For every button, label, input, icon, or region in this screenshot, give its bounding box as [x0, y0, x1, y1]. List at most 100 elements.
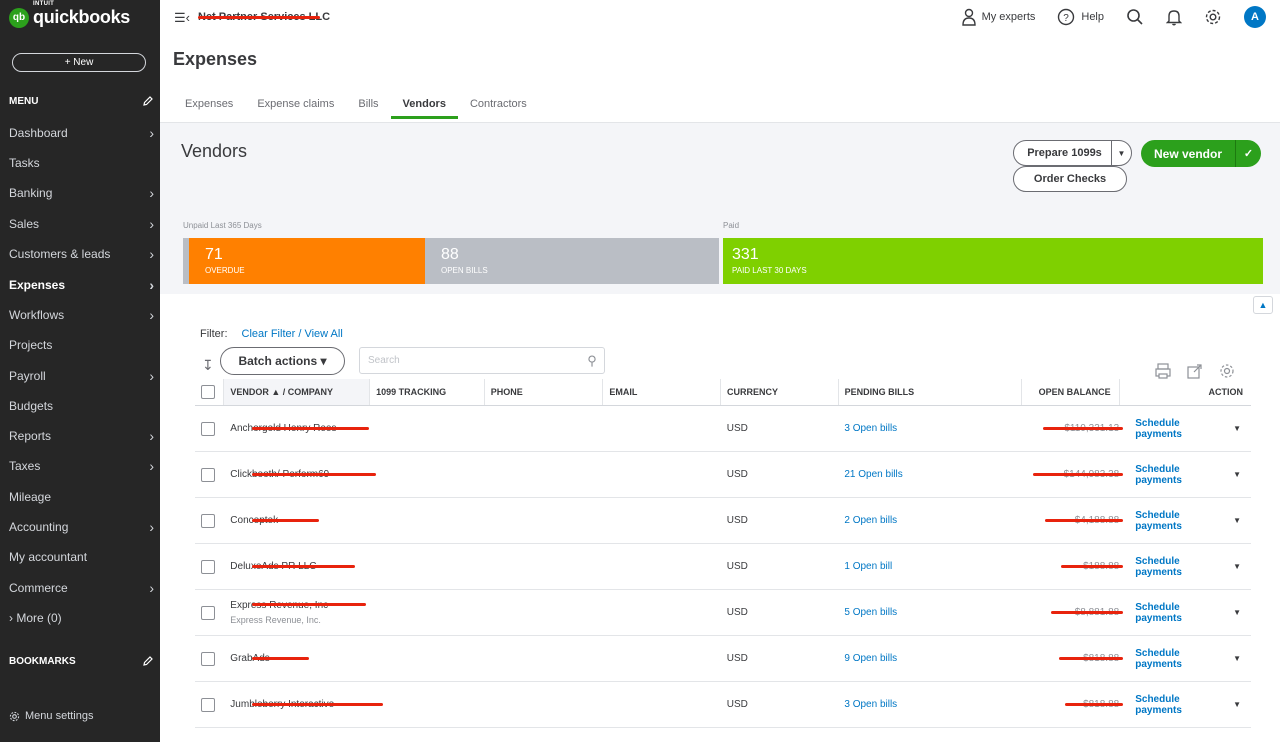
sidebar-item-taxes[interactable]: Taxes ›	[9, 456, 154, 476]
action-dropdown-icon[interactable]: ▼	[1233, 516, 1241, 525]
row-checkbox[interactable]	[201, 513, 215, 528]
my-experts-button[interactable]: My experts	[961, 8, 1035, 26]
clear-filter-link[interactable]: Clear Filter / View All	[241, 328, 343, 340]
table-row[interactable]: Anchorgold Henry ReesUSD3 Open bills$110…	[195, 406, 1251, 452]
sidebar-item-reports[interactable]: Reports ›	[9, 426, 154, 446]
vendors-title: Vendors	[181, 141, 248, 161]
table-row[interactable]: Jumbleberry InteractiveUSD3 Open bills$8…	[195, 682, 1251, 728]
tab-contractors[interactable]: Contractors	[469, 98, 527, 110]
top-bar: ☰‹ Net Partner Services LLC My experts ?…	[160, 0, 1280, 36]
help-button[interactable]: ? Help	[1057, 8, 1104, 26]
sidebar-item-label: Budgets	[9, 399, 54, 413]
table-row[interactable]: Clickbooth/ Perform69USD21 Open bills$14…	[195, 452, 1251, 498]
sidebar-item-projects[interactable]: Projects	[9, 335, 154, 355]
pending-bills-link[interactable]: 21 Open bills	[844, 469, 903, 480]
sidebar-item-sales[interactable]: Sales ›	[9, 214, 154, 234]
schedule-payments-link[interactable]: Schedule payments	[1135, 417, 1182, 440]
sidebar-item-label: Customers & leads	[9, 247, 111, 261]
sidebar-item-customers-leads[interactable]: Customers & leads ›	[9, 244, 154, 264]
action-dropdown-icon[interactable]: ▼	[1233, 700, 1241, 709]
row-checkbox[interactable]	[201, 651, 215, 666]
vendor-name-link[interactable]: GrabAds	[230, 653, 270, 664]
row-checkbox[interactable]	[201, 697, 215, 712]
sidebar-item-commerce[interactable]: Commerce ›	[9, 578, 154, 598]
table-row[interactable]: ConceptekUSD2 Open bills$4,188.88Schedul…	[195, 498, 1251, 544]
action-dropdown-icon[interactable]: ▼	[1233, 608, 1241, 617]
overdue-bar[interactable]: 71 OVERDUE	[183, 238, 425, 284]
sidebar-item-accounting[interactable]: Accounting ›	[9, 517, 154, 537]
table-row[interactable]: DeluxeAds PR LLCUSD1 Open bill$188.88Sch…	[195, 544, 1251, 590]
column-header[interactable]: VENDOR ▲ / COMPANY	[224, 379, 371, 405]
batch-actions-button[interactable]: Batch actions ▾	[220, 347, 345, 375]
menu-settings-button[interactable]: Menu settings	[9, 710, 93, 722]
table-row[interactable]: Express Revenue, IncExpress Revenue, Inc…	[195, 590, 1251, 636]
sidebar-item-budgets[interactable]: Budgets	[9, 396, 154, 416]
paid-bar[interactable]: 331 PAID LAST 30 DAYS	[723, 238, 1263, 284]
schedule-payments-link[interactable]: Schedule payments	[1135, 555, 1182, 578]
column-header: EMAIL	[603, 379, 721, 405]
sidebar-item-mileage[interactable]: Mileage	[9, 487, 154, 507]
new-vendor-button[interactable]: New vendor ✓	[1141, 140, 1261, 167]
sidebar-item-payroll[interactable]: Payroll ›	[9, 366, 154, 386]
sidebar-item-dashboard[interactable]: Dashboard ›	[9, 123, 154, 143]
collapse-panel-chevron-up-icon[interactable]: ▲	[1253, 296, 1273, 314]
row-checkbox[interactable]	[201, 605, 215, 620]
menu-settings-label: Menu settings	[25, 710, 94, 722]
paid-count: 331	[732, 246, 759, 263]
order-checks-button[interactable]: Order Checks	[1013, 166, 1127, 192]
sort-arrow-icon[interactable]: ↧	[202, 357, 214, 373]
quickbooks-logo[interactable]: qb INTUIT quickbooks	[9, 1, 130, 28]
prepare-1099s-dropdown-icon[interactable]: ▼	[1111, 141, 1131, 165]
sidebar-item-label: Dashboard	[9, 126, 68, 140]
row-checkbox[interactable]	[201, 467, 215, 482]
tab-expense-claims[interactable]: Expense claims	[257, 98, 335, 110]
schedule-payments-link[interactable]: Schedule payments	[1135, 601, 1182, 624]
pending-bills-link[interactable]: 5 Open bills	[844, 607, 898, 618]
tab-vendors[interactable]: Vendors	[390, 98, 458, 119]
sidebar: qb INTUIT quickbooks + New MENU Dashboar…	[0, 0, 160, 742]
sidebar-item-expenses[interactable]: Expenses ›	[9, 275, 154, 295]
print-icon[interactable]	[1154, 362, 1172, 380]
sidebar-item-my-accountant[interactable]: My accountant	[9, 547, 154, 567]
schedule-payments-link[interactable]: Schedule payments	[1135, 463, 1182, 486]
settings-gear-icon[interactable]	[1204, 8, 1222, 26]
table-settings-gear-icon[interactable]	[1218, 362, 1236, 380]
search-magnifier-icon[interactable]: ⚲	[587, 352, 597, 368]
new-button[interactable]: + New	[12, 53, 146, 72]
edit-bookmarks-pencil-icon[interactable]	[142, 655, 154, 667]
pending-bills-link[interactable]: 2 Open bills	[844, 515, 898, 526]
sidebar-item-tasks[interactable]: Tasks	[9, 153, 154, 173]
pending-bills-link[interactable]: 9 Open bills	[844, 653, 898, 664]
search-icon[interactable]	[1126, 8, 1144, 26]
search-input[interactable]	[368, 355, 580, 366]
sidebar-item-banking[interactable]: Banking ›	[9, 183, 154, 203]
new-vendor-dropdown-icon[interactable]: ✓	[1235, 140, 1261, 167]
column-header: PENDING BILLS	[839, 379, 1023, 405]
select-all-checkbox[interactable]	[201, 385, 215, 399]
export-icon[interactable]	[1186, 362, 1204, 380]
action-dropdown-icon[interactable]: ▼	[1233, 470, 1241, 479]
action-dropdown-icon[interactable]: ▼	[1233, 562, 1241, 571]
prepare-1099s-button[interactable]: Prepare 1099s ▼	[1013, 140, 1132, 166]
row-checkbox[interactable]	[201, 559, 215, 574]
schedule-payments-link[interactable]: Schedule payments	[1135, 509, 1182, 532]
collapse-menu-icon[interactable]: ☰‹	[174, 10, 190, 25]
schedule-payments-link[interactable]: Schedule payments	[1135, 647, 1182, 670]
tab-expenses[interactable]: Expenses	[185, 98, 234, 110]
sidebar-item-workflows[interactable]: Workflows ›	[9, 305, 154, 325]
pending-bills-link[interactable]: 3 Open bills	[844, 699, 898, 710]
bell-icon[interactable]	[1166, 8, 1182, 26]
pending-bills-link[interactable]: 1 Open bill	[844, 561, 893, 572]
action-dropdown-icon[interactable]: ▼	[1233, 654, 1241, 663]
menu-label: MENU	[9, 95, 39, 107]
edit-pencil-icon[interactable]	[142, 95, 154, 107]
sidebar-item-more-0[interactable]: › More (0)	[9, 608, 154, 628]
pending-bills-link[interactable]: 3 Open bills	[844, 423, 898, 434]
schedule-payments-link[interactable]: Schedule payments	[1135, 693, 1182, 716]
action-dropdown-icon[interactable]: ▼	[1233, 424, 1241, 433]
open-bills-bar[interactable]: 88 OPEN BILLS	[425, 238, 719, 284]
tab-bills[interactable]: Bills	[358, 98, 379, 110]
row-checkbox[interactable]	[201, 421, 215, 436]
user-avatar[interactable]: A	[1244, 6, 1266, 28]
